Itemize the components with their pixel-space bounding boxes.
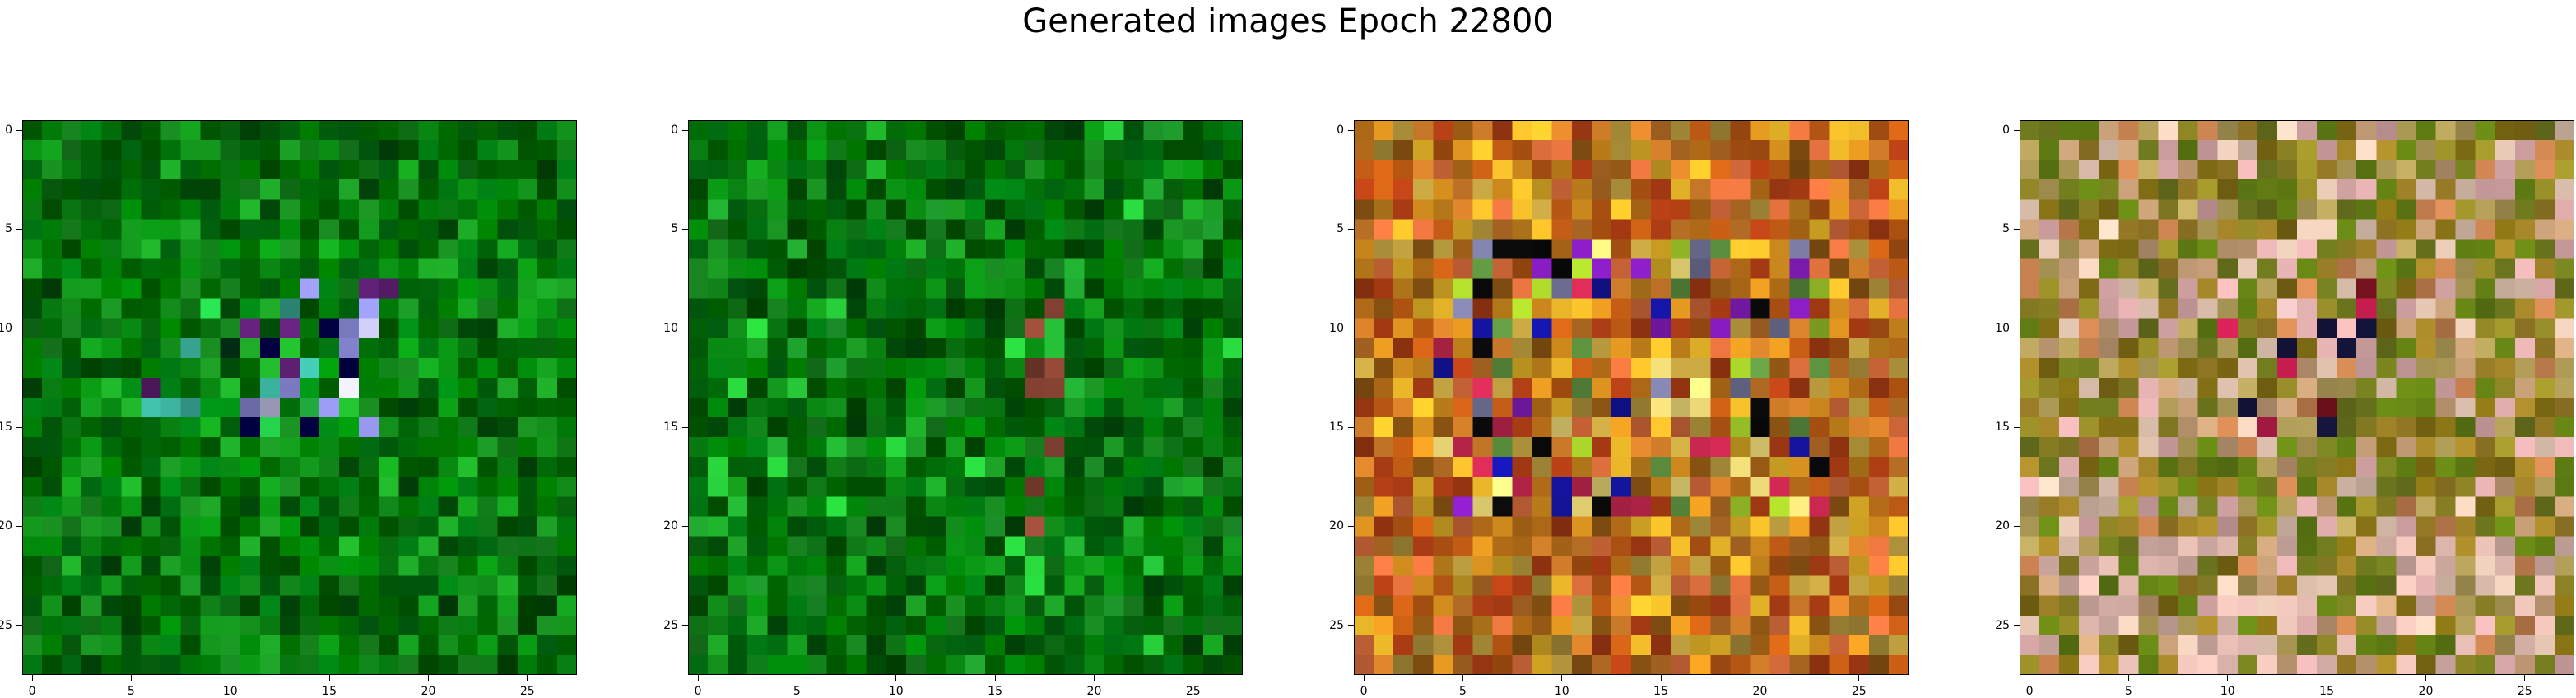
image-panel-4: 0 5 10 15 20 25 0 5 10 15 20 25: [1995, 120, 2574, 698]
x-tick-label: 15: [2319, 685, 2334, 698]
y-tick: [2014, 426, 2020, 428]
y-tick-label: 0: [1337, 123, 1344, 137]
x-tick-label: 15: [322, 685, 337, 698]
x-tick-label: 5: [1458, 685, 1467, 698]
x-tick: [527, 675, 528, 681]
y-tick-label: 10: [1995, 321, 2010, 335]
y-tick-label: 0: [5, 123, 12, 137]
y-tick-label: 10: [0, 321, 12, 335]
x-tick-label: 5: [127, 685, 135, 698]
generated-image-2: [688, 120, 1243, 675]
y-tick-label: 5: [671, 222, 678, 236]
y-tick: [16, 426, 22, 428]
y-tick-label: 15: [663, 421, 678, 435]
figure-title: Generated images Epoch 22800: [1022, 2, 1554, 40]
x-tick-label: 0: [694, 685, 702, 698]
x-tick-label: 25: [519, 685, 535, 698]
x-tick-label: 10: [2220, 685, 2235, 698]
y-tick: [1348, 228, 1354, 230]
x-tick: [1093, 675, 1095, 681]
y-tick: [2014, 228, 2020, 230]
x-tick: [427, 675, 429, 681]
x-tick-label: 20: [1752, 685, 1768, 698]
x-tick: [328, 675, 330, 681]
y-tick: [682, 625, 688, 626]
x-tick: [697, 675, 699, 681]
y-tick: [682, 525, 688, 527]
x-tick-label: 0: [1360, 685, 1368, 698]
x-tick: [1858, 675, 1860, 681]
y-tick: [682, 426, 688, 428]
y-tick: [2014, 625, 2020, 626]
x-tick: [1363, 675, 1365, 681]
y-tick-label: 0: [2002, 123, 2010, 137]
y-tick-label: 10: [663, 321, 678, 335]
x-tick: [994, 675, 996, 681]
x-tick-label: 10: [888, 685, 904, 698]
x-tick-label: 20: [421, 685, 436, 698]
y-tick-label: 20: [663, 519, 678, 533]
y-tick: [16, 525, 22, 527]
x-tick-label: 25: [2517, 685, 2532, 698]
image-panel-1: 0 5 10 15 20 25 0 5 10 15 20 25: [0, 120, 577, 698]
image-panel-3: 0 5 10 15 20 25 0 5 10 15 20 25: [1329, 120, 1909, 698]
x-tick: [1561, 675, 1563, 681]
x-tick: [2127, 675, 2129, 681]
y-tick-label: 25: [1995, 618, 2010, 632]
y-tick: [2014, 129, 2020, 131]
x-tick: [2425, 675, 2426, 681]
generated-image-4: [2020, 120, 2574, 675]
x-tick: [2227, 675, 2229, 681]
y-tick-label: 20: [1329, 519, 1344, 533]
y-tick: [1348, 625, 1354, 626]
y-tick-label: 5: [2002, 222, 2010, 236]
x-tick: [1462, 675, 1463, 681]
x-tick-label: 25: [1185, 685, 1201, 698]
x-tick: [130, 675, 132, 681]
y-tick-label: 25: [0, 618, 12, 632]
y-tick-label: 25: [1329, 618, 1344, 632]
generated-image-3: [1354, 120, 1909, 675]
y-tick-label: 15: [1329, 421, 1344, 435]
y-tick: [682, 129, 688, 131]
x-tick-label: 15: [1653, 685, 1668, 698]
y-tick-label: 5: [1337, 222, 1344, 236]
y-tick: [16, 129, 22, 131]
y-tick: [1348, 426, 1354, 428]
x-tick-label: 5: [2124, 685, 2132, 698]
x-tick-label: 5: [793, 685, 801, 698]
y-tick: [682, 228, 688, 230]
y-tick-label: 0: [671, 123, 678, 137]
x-tick-label: 0: [2025, 685, 2034, 698]
y-tick: [16, 625, 22, 626]
y-tick-label: 10: [1329, 321, 1344, 335]
y-tick-label: 20: [0, 519, 12, 533]
y-tick: [1348, 525, 1354, 527]
x-tick-label: 0: [28, 685, 36, 698]
x-tick-label: 20: [1086, 685, 1102, 698]
y-tick-label: 15: [1995, 421, 2010, 435]
y-tick-label: 5: [5, 222, 12, 236]
y-tick: [1348, 129, 1354, 131]
generated-image-1: [22, 120, 577, 675]
x-tick-label: 15: [988, 685, 1002, 698]
x-tick: [895, 675, 897, 681]
x-tick: [1660, 675, 1662, 681]
x-tick-label: 25: [1851, 685, 1867, 698]
x-tick-label: 10: [1554, 685, 1569, 698]
y-tick: [2014, 525, 2020, 527]
x-tick-label: 20: [2418, 685, 2434, 698]
y-tick-label: 15: [0, 421, 12, 435]
y-tick-label: 20: [1995, 519, 2010, 533]
x-tick: [31, 675, 33, 681]
image-panel-2: 0 5 10 15 20 25 0 5 10 15 20 25: [663, 120, 1243, 698]
x-tick-label: 10: [222, 685, 238, 698]
y-tick-label: 25: [663, 618, 678, 632]
x-tick: [2524, 675, 2526, 681]
y-tick: [16, 228, 22, 230]
